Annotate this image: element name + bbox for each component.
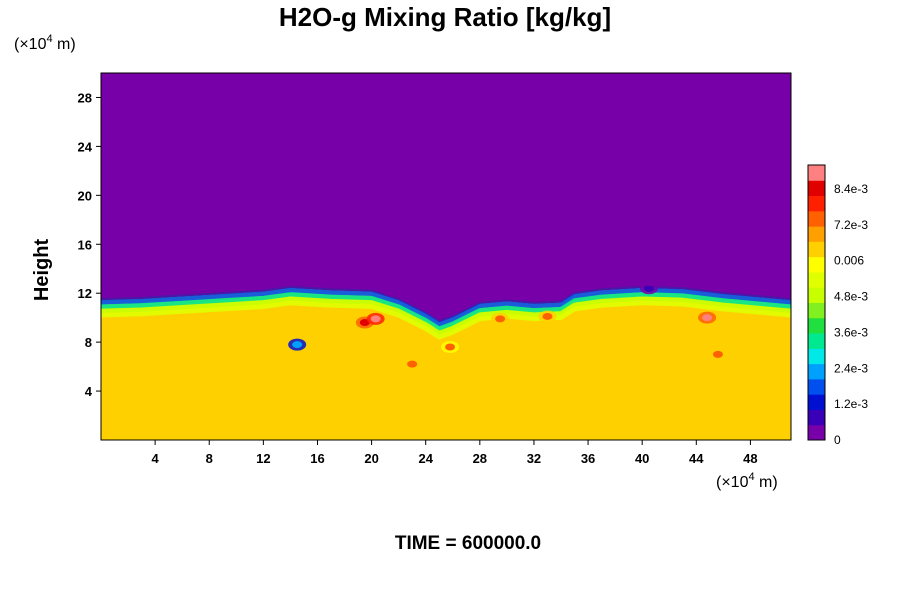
colorbar-segment bbox=[808, 241, 825, 258]
field-patch bbox=[407, 360, 418, 368]
colorbar-label: 0.006 bbox=[834, 254, 864, 268]
chart-title: H2O-g Mixing Ratio [kg/kg] bbox=[279, 2, 611, 32]
x-tick-label: 20 bbox=[364, 451, 378, 466]
colorbar-label: 8.4e-3 bbox=[834, 182, 868, 196]
y-tick-label: 16 bbox=[78, 237, 92, 252]
colorbar-labels: 0 1.2e-3 2.4e-3 3.6e-3 4.8e-3 0.006 7.2e-3 8.4e… bbox=[834, 182, 868, 447]
colorbar-segment bbox=[808, 424, 825, 441]
colorbar-segment bbox=[808, 271, 825, 288]
colorbar-segment bbox=[808, 210, 825, 227]
colorbar-segment bbox=[808, 394, 825, 410]
y-tick-label: 20 bbox=[78, 188, 92, 203]
y-axis-ticks: 4 8 12 16 20 24 28 bbox=[78, 90, 101, 399]
y-tick-label: 28 bbox=[78, 90, 92, 105]
field-patch bbox=[370, 315, 381, 323]
field-patch bbox=[643, 284, 654, 292]
colorbar-label: 4.8e-3 bbox=[834, 290, 868, 304]
colorbar-segment bbox=[808, 165, 825, 181]
colorbar-label: 3.6e-3 bbox=[834, 325, 868, 339]
x-axis-unit: (×104 m) bbox=[716, 471, 778, 491]
colorbar-segment bbox=[808, 180, 825, 197]
x-tick-label: 8 bbox=[206, 451, 213, 466]
field-patch bbox=[712, 350, 723, 358]
colorbar-frame bbox=[807, 164, 826, 441]
colorbar-label: 2.4e-3 bbox=[834, 361, 868, 375]
colorbar-segment bbox=[808, 287, 825, 303]
y-axis-unit: (×104 m) bbox=[14, 33, 76, 53]
y-axis-title: Height bbox=[31, 239, 53, 302]
colorbar-label: 1.2e-3 bbox=[834, 397, 868, 411]
interface-contour bbox=[101, 292, 791, 331]
x-tick-label: 28 bbox=[473, 451, 487, 466]
colorbar-segment bbox=[808, 378, 825, 395]
x-tick-label: 40 bbox=[635, 451, 649, 466]
field-patch bbox=[542, 312, 553, 320]
plot-area bbox=[101, 73, 791, 440]
x-tick-label: 32 bbox=[527, 451, 541, 466]
colorbar-segment bbox=[808, 302, 825, 319]
field-patch bbox=[292, 341, 303, 349]
x-axis-ticks: 4 8 12 16 20 24 28 32 36 40 44 48 bbox=[152, 440, 758, 466]
colorbar-segment bbox=[808, 195, 825, 212]
field-patch bbox=[495, 315, 506, 323]
y-tick-label: 12 bbox=[78, 286, 92, 301]
interface-contour bbox=[101, 300, 791, 340]
colorbar-segment bbox=[808, 226, 825, 242]
colorbar-label: 7.2e-3 bbox=[834, 218, 868, 232]
time-label: TIME = 600000.0 bbox=[395, 533, 541, 554]
field-patch bbox=[702, 314, 713, 322]
x-tick-label: 12 bbox=[256, 451, 270, 466]
colorbar-segment bbox=[808, 317, 825, 334]
colorbar bbox=[807, 164, 826, 441]
y-tick-label: 4 bbox=[85, 384, 93, 399]
colorbar-segment bbox=[808, 256, 825, 273]
colorbar-segment bbox=[808, 348, 825, 365]
colorbar-segment bbox=[808, 333, 825, 349]
interface-contour bbox=[101, 296, 791, 336]
colorbar-segment bbox=[808, 409, 825, 426]
x-tick-label: 24 bbox=[418, 451, 433, 466]
x-tick-label: 44 bbox=[689, 451, 704, 466]
colorbar-segment bbox=[808, 363, 825, 380]
field-patch bbox=[445, 343, 456, 351]
x-tick-label: 16 bbox=[310, 451, 324, 466]
x-tick-label: 36 bbox=[581, 451, 595, 466]
colorbar-label: 0 bbox=[834, 433, 841, 447]
y-tick-label: 8 bbox=[85, 335, 92, 350]
plot-frame bbox=[100, 72, 792, 441]
dry-upper-layer-shape bbox=[101, 73, 791, 321]
x-tick-label: 4 bbox=[152, 451, 160, 466]
x-tick-label: 48 bbox=[743, 451, 757, 466]
y-tick-label: 24 bbox=[78, 139, 93, 154]
